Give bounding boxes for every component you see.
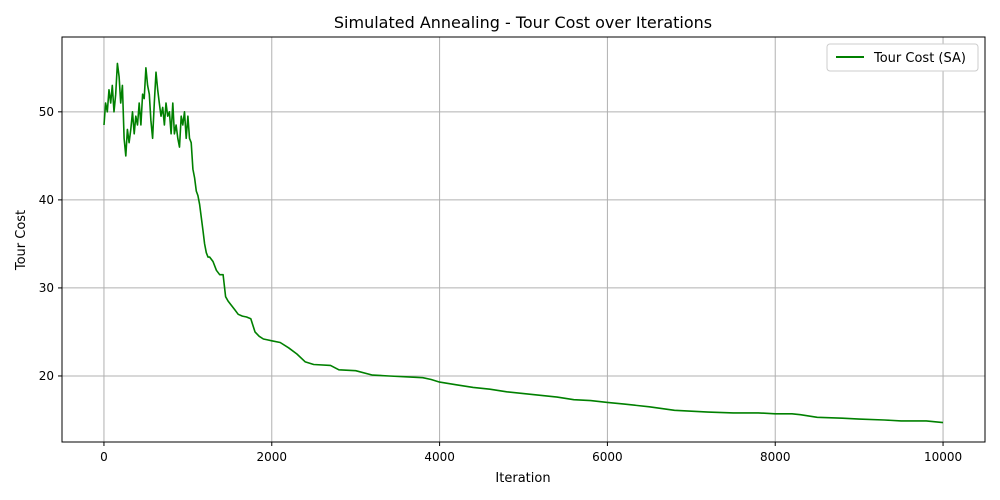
grid-lines	[62, 37, 985, 442]
x-tick-label: 8000	[760, 450, 791, 464]
y-axis: 20 30 40 50	[39, 105, 62, 383]
x-axis: 0 2000 4000 6000 8000 10000	[100, 442, 962, 464]
y-tick-label: 50	[39, 105, 54, 119]
x-tick-label: 0	[100, 450, 108, 464]
x-tick-label: 4000	[424, 450, 455, 464]
x-tick-label: 6000	[592, 450, 623, 464]
y-tick-label: 40	[39, 193, 54, 207]
x-axis-label: Iteration	[495, 471, 550, 486]
x-tick-label: 2000	[256, 450, 287, 464]
series-line-tour-cost	[103, 62, 944, 424]
legend-box	[826, 43, 979, 72]
x-tick-label: 10000	[924, 450, 962, 464]
plot-frame	[61, 36, 986, 443]
chart-title: Simulated Annealing - Tour Cost over Ite…	[334, 13, 712, 32]
legend: Tour Cost (SA)	[826, 43, 979, 72]
y-tick-label: 30	[39, 281, 54, 295]
y-axis-label: Tour Cost	[14, 210, 29, 271]
y-tick-label: 20	[39, 369, 54, 383]
series-layer	[103, 62, 944, 424]
legend-label: Tour Cost (SA)	[873, 51, 966, 66]
